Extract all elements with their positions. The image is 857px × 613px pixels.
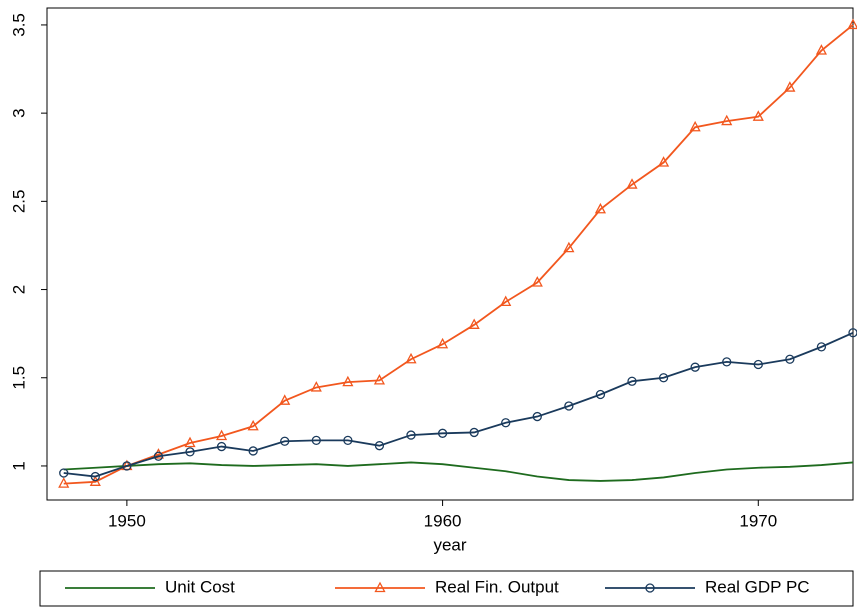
series-line [63, 461, 854, 482]
point-marker [501, 418, 511, 428]
x-tick-label: 1970 [739, 511, 777, 530]
series-line [63, 24, 854, 485]
point-marker [374, 441, 385, 451]
point-marker [816, 342, 827, 352]
point-marker [311, 435, 321, 446]
point-marker [785, 354, 795, 364]
point-marker [627, 376, 637, 386]
point-marker [89, 475, 101, 486]
x-axis-label: year [433, 535, 466, 554]
point-marker [122, 461, 132, 471]
y-tick-label: 1 [9, 461, 28, 470]
point-marker [689, 120, 701, 132]
legend-box [39, 570, 854, 607]
point-marker [90, 471, 100, 482]
legend-marker [374, 581, 386, 593]
point-marker [752, 110, 764, 121]
point-marker [279, 394, 291, 405]
y-tick-label: 2.5 [9, 190, 28, 214]
point-marker [721, 114, 733, 126]
point-marker [152, 448, 165, 459]
point-marker [373, 374, 386, 385]
point-marker [657, 156, 670, 167]
point-marker [59, 468, 69, 478]
x-tick-label: 1960 [424, 511, 462, 530]
point-marker [594, 202, 607, 214]
point-marker [784, 81, 796, 92]
point-marker [847, 18, 857, 30]
point-marker [437, 428, 448, 438]
point-marker [658, 373, 669, 383]
point-marker [500, 295, 512, 307]
point-marker [468, 318, 480, 329]
legend-label: Real GDP PC [705, 577, 810, 596]
point-marker [405, 352, 417, 364]
plot-frame [46, 7, 854, 501]
point-marker [310, 381, 322, 392]
point-marker [247, 419, 259, 431]
point-marker [722, 357, 732, 367]
point-marker [406, 430, 416, 440]
y-tick-label: 3.5 [9, 13, 28, 37]
point-marker [531, 276, 543, 287]
y-tick-label: 3 [9, 108, 28, 117]
point-marker [216, 441, 227, 452]
point-marker [532, 411, 542, 422]
point-marker [153, 451, 164, 461]
point-marker [437, 337, 449, 349]
point-marker [848, 328, 857, 338]
point-marker [248, 446, 258, 456]
point-marker [58, 477, 70, 488]
x-tick-label: 1950 [108, 511, 146, 530]
point-marker [184, 436, 196, 448]
point-marker [469, 427, 479, 438]
point-marker [185, 447, 195, 457]
legend-marker [645, 583, 655, 593]
point-marker [595, 389, 606, 400]
y-tick-label: 1.5 [9, 366, 28, 390]
legend-label: Unit Cost [165, 577, 235, 596]
point-marker [342, 375, 354, 387]
point-marker [815, 44, 828, 55]
y-tick-label: 2 [9, 285, 28, 294]
point-marker [626, 178, 638, 189]
point-marker [216, 429, 228, 441]
legend-label: Real Fin. Output [435, 577, 559, 596]
point-marker [753, 359, 763, 370]
point-marker [564, 401, 574, 411]
point-marker [343, 435, 353, 446]
point-marker [563, 241, 575, 253]
point-marker [280, 436, 290, 446]
point-marker [690, 362, 700, 372]
series-line [63, 331, 854, 478]
